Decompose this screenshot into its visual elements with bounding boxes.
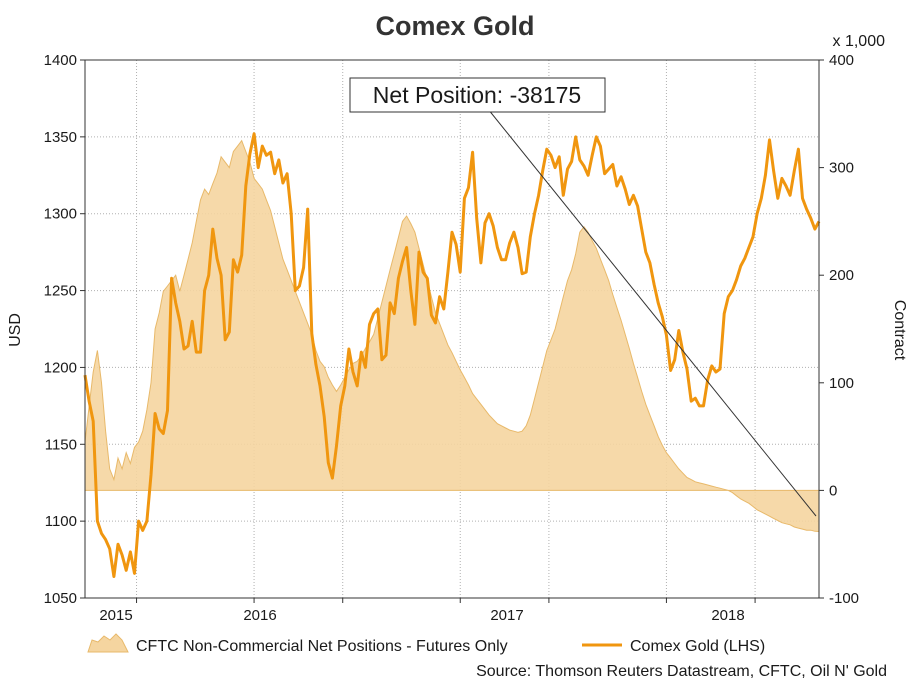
x-tick-label: 2017 xyxy=(490,607,523,624)
legend-area-swatch xyxy=(87,633,129,653)
plot-frame xyxy=(84,59,820,599)
x-axis-ticks: 2015 2016 2017 2018 xyxy=(99,598,756,624)
legend-line-label: Comex Gold (LHS) xyxy=(630,638,765,655)
x-tick-label: 2018 xyxy=(711,607,744,624)
comex-gold-line-series xyxy=(83,132,821,578)
left-tick-label: 1350 xyxy=(44,129,77,146)
x-tick-label: 2016 xyxy=(243,607,276,624)
left-axis-label: USD xyxy=(7,313,24,347)
legend: CFTC Non-Commercial Net Positions - Futu… xyxy=(87,633,765,655)
left-tick-label: 1400 xyxy=(44,52,77,69)
left-tick-label: 1050 xyxy=(44,590,77,607)
left-tick-label: 1100 xyxy=(45,513,77,530)
net-position-area-series xyxy=(84,139,820,533)
right-tick-label: 200 xyxy=(829,267,854,284)
annotation-text: Net Position: -38175 xyxy=(373,82,581,108)
right-axis-label: Contract xyxy=(891,300,908,361)
legend-area-label: CFTC Non-Commercial Net Positions - Futu… xyxy=(136,638,508,655)
left-tick-label: 1250 xyxy=(44,283,77,300)
source-note: Source: Thomson Reuters Datastream, CFTC… xyxy=(476,663,887,680)
right-tick-label: 100 xyxy=(829,375,854,392)
right-axis-ticks: 400 300 200 100 0 -100 xyxy=(819,52,859,607)
left-tick-label: 1150 xyxy=(45,436,77,453)
right-tick-label: 400 xyxy=(829,52,854,69)
comex-gold-line xyxy=(83,132,821,578)
net-position-area xyxy=(84,139,820,533)
left-tick-label: 1300 xyxy=(44,206,77,223)
right-tick-label: 300 xyxy=(829,160,854,177)
left-axis-ticks: 1400 1350 1300 1250 1200 1150 1100 1050 xyxy=(44,52,85,607)
left-tick-label: 1200 xyxy=(44,359,77,376)
right-tick-label: 0 xyxy=(829,482,837,499)
right-axis-unit-note: x 1,000 xyxy=(833,33,886,50)
annotation: Net Position: -38175 xyxy=(349,77,817,517)
chart-title: Comex Gold xyxy=(375,11,534,41)
annotation-box xyxy=(349,77,606,113)
x-tick-label: 2015 xyxy=(99,607,132,624)
annotation-leader-line xyxy=(487,108,817,517)
right-tick-label: -100 xyxy=(829,590,859,607)
